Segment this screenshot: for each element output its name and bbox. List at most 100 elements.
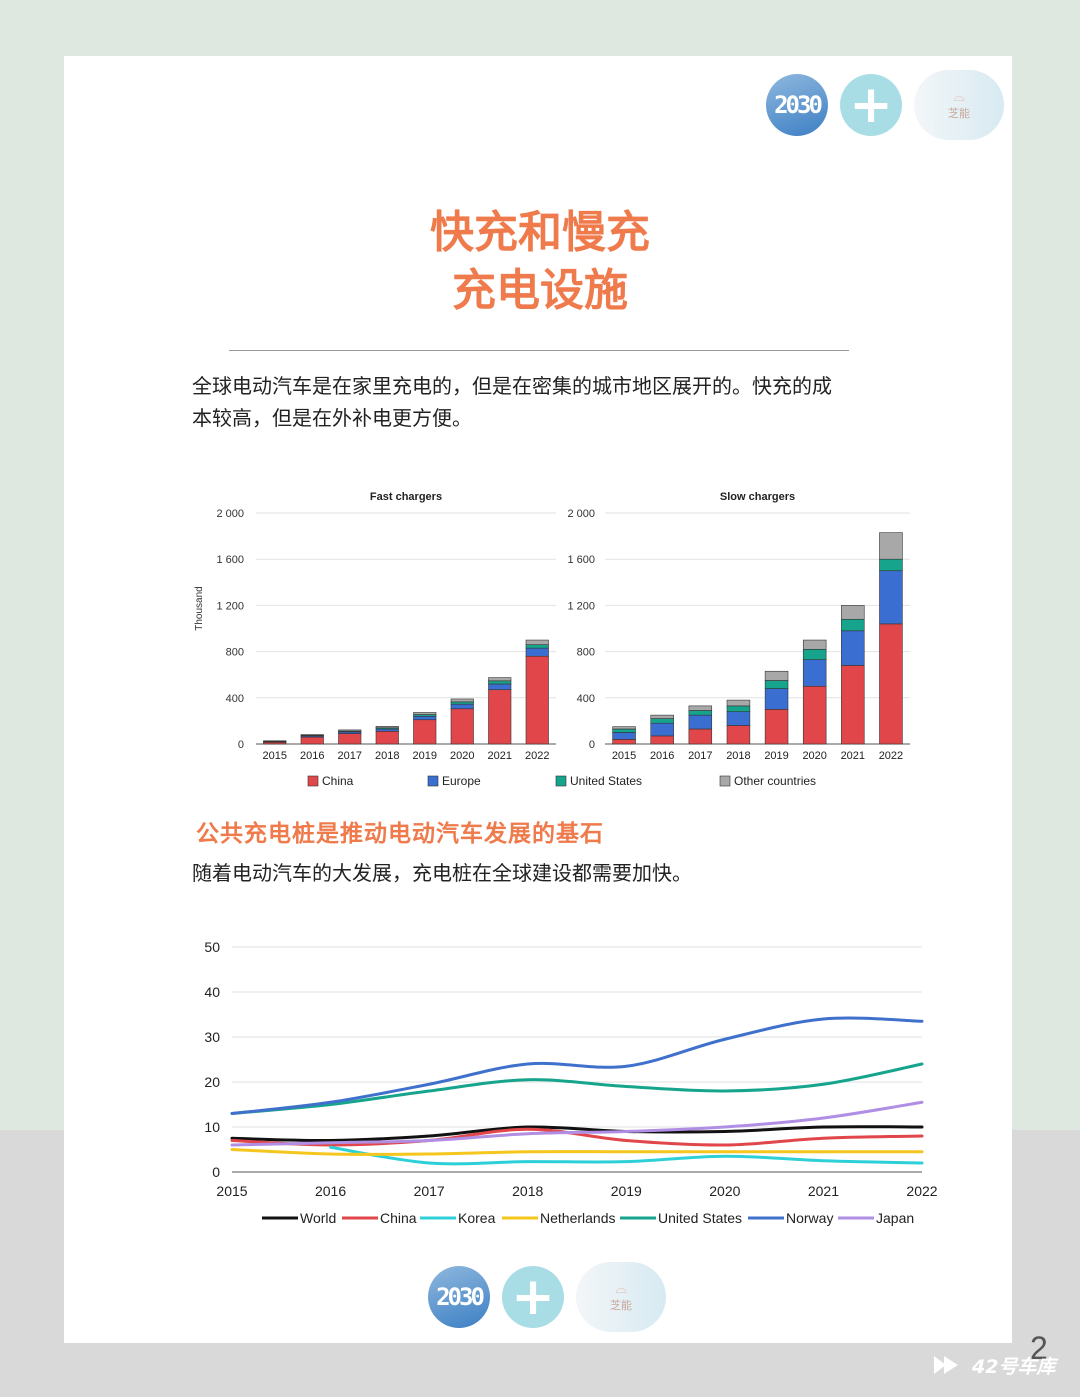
chart1-bar-segment bbox=[879, 558, 903, 572]
line-series-japan bbox=[230, 1100, 924, 1147]
chart1-xtick-label: 2017 bbox=[688, 750, 712, 762]
chart0-bar-segment bbox=[338, 729, 362, 732]
line-chart-xtick-label: 2022 bbox=[906, 1183, 937, 1199]
chart1-bar-segment bbox=[879, 570, 903, 625]
chart1-xtick-label: 2019 bbox=[764, 750, 788, 762]
car-icon: ⌓ bbox=[953, 89, 965, 105]
chart0-bar-segment bbox=[300, 734, 324, 736]
charger-line-chart: 0 10 20 30 40 50 2015 2016 2017 2018 2019 2020 2021 2… bbox=[204, 939, 937, 1226]
chart0-title: Fast chargers bbox=[370, 491, 442, 503]
chart1-ytick-label: 0 bbox=[589, 739, 595, 751]
chart1-xtick-label: 2018 bbox=[726, 750, 750, 762]
section-heading: 公共充电桩是推动电动汽车发展的基石 bbox=[196, 821, 604, 847]
chart0-bar-segment bbox=[450, 701, 474, 705]
chart0-xtick-label: 2018 bbox=[375, 750, 399, 762]
chart0-bar-segment bbox=[375, 726, 399, 729]
chart0-ytick-label: 2 000 bbox=[216, 508, 244, 520]
chart0-xtick-label: 2015 bbox=[263, 750, 287, 762]
line-legend-label: China bbox=[380, 1210, 417, 1226]
chart0-ytick-label: 800 bbox=[226, 647, 244, 659]
line-legend-label: Japan bbox=[876, 1210, 914, 1226]
chart1-xtick-label: 2021 bbox=[841, 750, 865, 762]
charger-bar-charts: Fast chargers Thousand 0 400 800 1 200 1 600 2 … bbox=[194, 491, 910, 788]
bar-legend-label: United States bbox=[570, 774, 642, 788]
line-series-netherlands bbox=[230, 1148, 924, 1156]
chart0-xtick-label: 2017 bbox=[338, 750, 362, 762]
chart1-bar-segment bbox=[802, 685, 827, 745]
chart1-bar-segment bbox=[688, 728, 713, 745]
line-legend-label: United States bbox=[658, 1210, 742, 1226]
chart0-bar-segment bbox=[413, 719, 437, 745]
chart1-bar-segment bbox=[841, 618, 865, 632]
bar-legend-swatch bbox=[719, 775, 731, 787]
page-number: 2 bbox=[1030, 1330, 1048, 1366]
intro-paragraph: 全球电动汽车是在家里充电的，但是在密集的城市地区展开的。快充的成 本较高，但是在… bbox=[192, 370, 892, 434]
chart1-bar-segment bbox=[802, 659, 827, 687]
line-chart-xtick-label: 2021 bbox=[808, 1183, 839, 1199]
line-series-united-states bbox=[230, 1062, 924, 1115]
line-legend-label: World bbox=[300, 1210, 336, 1226]
line-chart-ytick-label: 10 bbox=[204, 1119, 220, 1135]
chart0-bar-segment bbox=[525, 639, 549, 645]
chart1-bar-segment bbox=[688, 710, 713, 716]
chart0-bar-segment bbox=[525, 655, 549, 745]
line-chart-xtick-label: 2019 bbox=[611, 1183, 642, 1199]
chart0-xtick-label: 2020 bbox=[450, 750, 474, 762]
chart1-bar-segment bbox=[802, 648, 827, 660]
intro-line1: 全球电动汽车是在家里充电的，但是在密集的城市地区展开的。快充的成 bbox=[192, 374, 832, 398]
chart0-bar-segment bbox=[488, 689, 512, 745]
chart0-xtick-label: 2021 bbox=[488, 750, 512, 762]
watermark: 42号车库 bbox=[930, 1348, 1055, 1382]
title-divider bbox=[229, 350, 849, 351]
chart1-title: Slow chargers bbox=[720, 491, 795, 503]
chart1-bar-segment bbox=[841, 630, 865, 666]
chart0-xtick-label: 2022 bbox=[525, 750, 549, 762]
line-chart-ytick-label: 30 bbox=[204, 1029, 220, 1045]
logo-2030-badge: 2030 bbox=[766, 74, 828, 136]
line-chart-ytick-label: 40 bbox=[204, 984, 220, 1000]
line-chart-ytick-label: 20 bbox=[204, 1074, 220, 1090]
chart1-ytick-label: 1 600 bbox=[567, 554, 595, 566]
chart1-xtick-label: 2015 bbox=[612, 750, 636, 762]
line-legend-label: Korea bbox=[458, 1210, 496, 1226]
chart0-bar-segment bbox=[375, 730, 399, 745]
page-title-line1: 快充和慢充 bbox=[430, 207, 650, 258]
footer-logos: 2030 + ⌓ 芝能 bbox=[428, 1262, 666, 1332]
bar-legend-swatch bbox=[307, 775, 319, 787]
chart0-bar-segment bbox=[488, 680, 512, 685]
chart1-ytick-label: 400 bbox=[577, 693, 595, 705]
chart0-bar-segment bbox=[450, 703, 474, 710]
chart0-bar-segment bbox=[263, 740, 287, 742]
chart1-bar-segment bbox=[650, 718, 674, 724]
chart1-bar-segment bbox=[879, 532, 903, 560]
chart1-bar-segment bbox=[612, 739, 636, 745]
chart0-bar-segment bbox=[450, 708, 474, 745]
chart1-ytick-label: 1 200 bbox=[567, 600, 595, 612]
plus-icon: + bbox=[840, 74, 902, 136]
chart1-bar-segment bbox=[650, 714, 674, 719]
footer-brand-logo-text: 芝能 bbox=[610, 1299, 632, 1312]
chart0-bar-segment bbox=[413, 712, 437, 715]
chart0-xtick-label: 2016 bbox=[300, 750, 324, 762]
chart0-bar-segment bbox=[488, 683, 512, 691]
chart0-ytick-label: 0 bbox=[238, 739, 244, 751]
chart1-xtick-label: 2022 bbox=[879, 750, 903, 762]
chart1-bar-segment bbox=[764, 670, 789, 681]
chart1-bar-segment bbox=[650, 722, 674, 737]
chart1-bar-segment bbox=[841, 605, 865, 620]
chart1-bar-segment bbox=[879, 623, 903, 745]
section-text: 随着电动汽车的大发展，充电桩在全球建设都需要加快。 bbox=[192, 861, 692, 885]
footer-brand-logo: ⌓ 芝能 bbox=[576, 1262, 666, 1332]
chart1-bar-segment bbox=[726, 699, 751, 707]
chart0-bar-segment bbox=[338, 733, 362, 745]
footer-logo-2030-badge: 2030 bbox=[428, 1266, 490, 1328]
chart1-bar-segment bbox=[726, 705, 751, 712]
chart1-bar-segment bbox=[726, 711, 751, 726]
line-series-world bbox=[230, 1125, 924, 1143]
watermark-text: 42号车库 bbox=[972, 1355, 1056, 1378]
page-title-line2: 充电设施 bbox=[452, 265, 628, 316]
line-series-norway bbox=[230, 1016, 924, 1115]
chart0-bar-segment bbox=[450, 698, 474, 703]
chart1-ytick-label: 800 bbox=[577, 647, 595, 659]
line-chart-ytick-label: 0 bbox=[212, 1164, 220, 1180]
